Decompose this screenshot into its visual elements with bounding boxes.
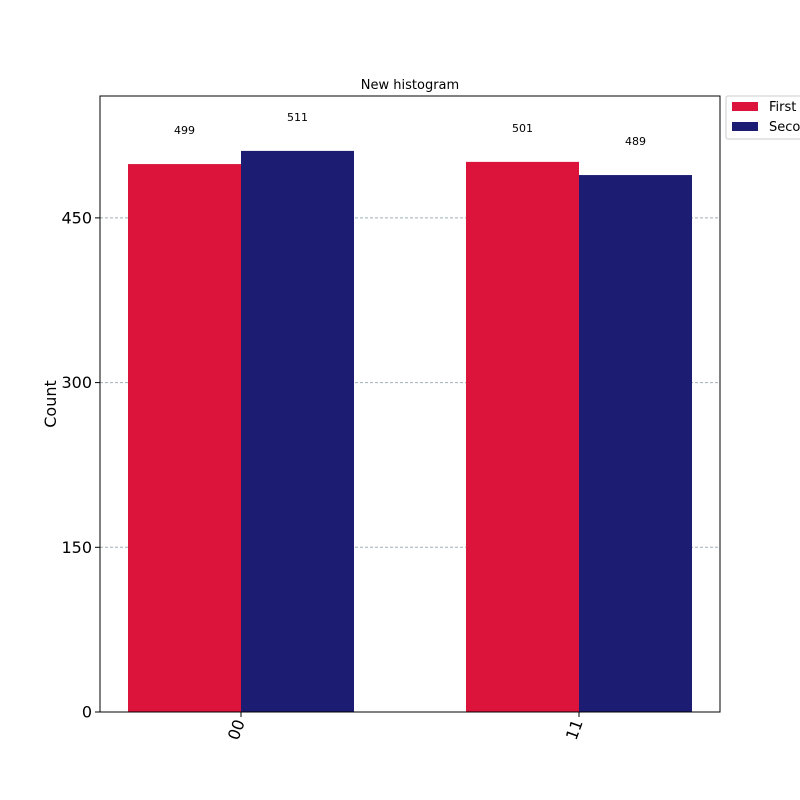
y-axis-label: Count: [41, 380, 60, 428]
bar: [128, 164, 241, 712]
y-tick-label: 0: [82, 703, 92, 722]
legend-label: First: [769, 100, 796, 115]
x-tick-label: 00: [224, 717, 249, 743]
legend-swatch: [732, 122, 758, 131]
y-tick-label: 150: [61, 538, 92, 557]
bar-value-label: 501: [512, 122, 533, 135]
legend-swatch: [732, 102, 758, 111]
y-tick-label: 300: [61, 373, 92, 392]
bar: [579, 175, 692, 712]
x-tick-label: 11: [562, 717, 587, 743]
bars: [128, 150, 692, 713]
y-axis: 0 150 300 450: [61, 208, 100, 722]
y-tick-label: 450: [61, 208, 92, 227]
plot-frame: [99, 95, 721, 713]
legend-label: Second: [769, 120, 800, 135]
bar-value-label: 489: [625, 135, 646, 148]
bar-value-label: 511: [287, 111, 308, 124]
chart-title: New histogram: [361, 78, 459, 93]
x-axis: 00 11: [224, 712, 587, 742]
data-labels: 499 511 501 489: [174, 111, 646, 148]
bar: [466, 161, 579, 713]
legend: First Second: [725, 95, 800, 140]
bar-value-label: 499: [174, 124, 195, 137]
bar: [241, 150, 354, 712]
